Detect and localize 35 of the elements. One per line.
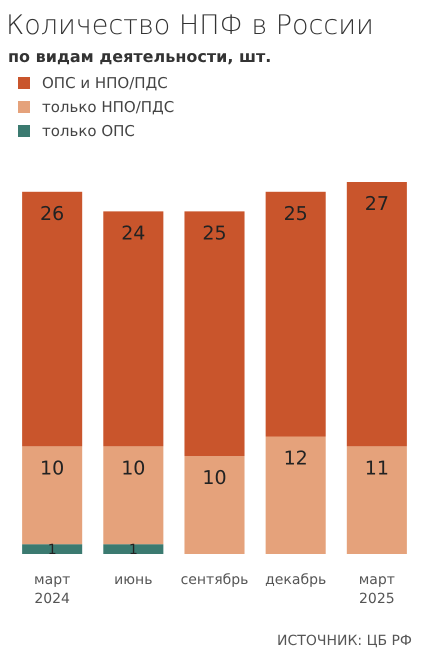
bar — [266, 436, 326, 554]
bar — [346, 182, 407, 446]
bar — [184, 211, 245, 456]
data-label: 1 — [48, 542, 57, 558]
text: ИСТОЧНИК: ЦБ РФ — [277, 633, 412, 649]
bar — [22, 544, 82, 554]
bar — [22, 192, 82, 446]
data-label: 24 — [121, 222, 146, 244]
legend-label: только ОПС — [42, 122, 135, 140]
legend-label: ОПС и НПО/ПДС — [42, 74, 168, 92]
bar — [346, 446, 407, 554]
data-label: 27 — [364, 193, 389, 215]
data-label: 25 — [284, 202, 308, 225]
data-label: 10 — [40, 457, 64, 480]
bar — [103, 544, 164, 554]
chart-subtitle: по видам деятельности, шт. — [8, 47, 272, 66]
bar — [184, 456, 245, 554]
x-tick-label: сентябрь — [180, 572, 248, 588]
data-label: 10 — [202, 467, 227, 490]
bar — [103, 446, 164, 544]
bar — [266, 192, 326, 437]
data-label: 10 — [121, 457, 146, 480]
data-label: 25 — [202, 222, 227, 244]
legend-label: только НПО/ПДС — [42, 98, 174, 116]
bar — [22, 446, 82, 544]
x-tick-label: март 2025 — [358, 572, 395, 607]
data-label: 26 — [40, 202, 64, 225]
x-tick-label: март 2024 — [34, 572, 70, 607]
x-tick-label: июнь — [114, 572, 152, 588]
data-label: 11 — [364, 457, 389, 480]
data-label: 12 — [284, 448, 308, 470]
x-tick-label: декабрь — [265, 572, 326, 588]
chart-title: Количество НПФ в России — [6, 10, 374, 41]
data-label: 1 — [128, 542, 138, 558]
bar — [103, 211, 164, 446]
